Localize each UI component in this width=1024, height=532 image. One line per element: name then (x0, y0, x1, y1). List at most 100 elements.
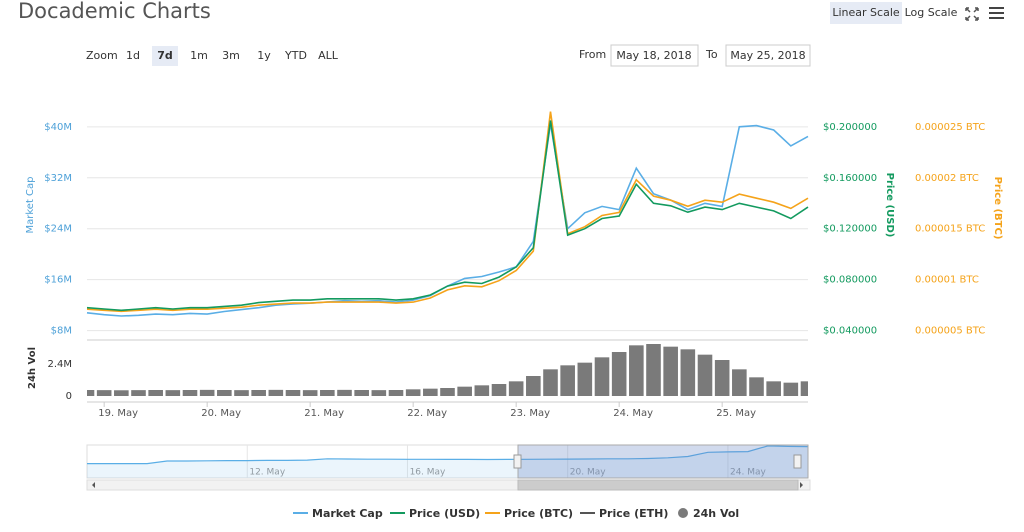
y-tick-label: $0.080000 (823, 275, 877, 286)
volume-bar (182, 390, 198, 396)
from-input[interactable] (610, 44, 699, 67)
y-axis-title: 24h Vol (27, 347, 38, 389)
x-tick-label: 21. May (304, 408, 344, 419)
volume-bar (697, 354, 713, 396)
zoom-button-active[interactable] (152, 46, 178, 66)
legend-label[interactable]: 24h Vol (693, 507, 739, 520)
navigator-bg (86, 444, 809, 479)
fullscreen-icon[interactable] (965, 7, 979, 21)
volume-bar (543, 369, 558, 396)
y-tick-label: 0 (66, 391, 72, 402)
volume-bar (594, 357, 610, 396)
volume-bar (457, 386, 472, 396)
volume-bar (388, 390, 404, 396)
volume-bar (440, 388, 455, 396)
scale-button[interactable]: Linear Scale (832, 6, 900, 19)
volume-bar (131, 390, 146, 396)
volume-bar (766, 381, 781, 396)
volume-bar (371, 390, 387, 396)
volume-bar (337, 389, 352, 396)
navigator-area (87, 445, 808, 478)
volume-bar (87, 390, 95, 396)
navigator-selection (517, 444, 809, 479)
legend-label[interactable]: Price (ETH) (599, 507, 668, 520)
y-tick-label: $16M (44, 275, 72, 286)
volume-bar (680, 349, 696, 396)
y3-axis-title: Price (BTC) (992, 177, 1003, 240)
volume-bar (732, 369, 747, 396)
y-tick-label: $0.200000 (823, 122, 877, 133)
y-tick-label: 2.4M (47, 359, 72, 370)
zoom-button[interactable]: ALL (318, 49, 339, 62)
zoom-button[interactable]: 3m (222, 49, 240, 62)
y-tick-label: $0.160000 (823, 173, 877, 184)
line-series (86, 123, 809, 317)
x-tick-label: 23. May (510, 408, 550, 419)
y2-axis-title: Price (USD) (884, 173, 895, 238)
volume-bar (749, 377, 764, 396)
volume-bar (629, 345, 644, 396)
legend-label[interactable]: Price (USD) (409, 507, 480, 520)
x-tick-label: 22. May (407, 408, 447, 419)
volume-bar (474, 385, 490, 396)
volume-bar (285, 390, 301, 396)
to-value[interactable]: May 25, 2018 (730, 49, 805, 62)
from-value[interactable]: May 18, 2018 (616, 49, 691, 62)
x-tick-label: 20. May (201, 408, 241, 419)
navigator-handle[interactable] (513, 454, 522, 469)
zoom-button[interactable]: 7d (157, 49, 173, 62)
zoom-button[interactable]: YTD (284, 49, 307, 62)
scrollbar (86, 479, 811, 491)
y-axis-title: Market Cap (25, 176, 36, 233)
volume-bar (491, 384, 507, 396)
menu-icon[interactable] (989, 7, 1004, 19)
legend-label[interactable]: Price (BTC) (504, 507, 573, 520)
volume-bar (800, 381, 808, 396)
scrollbar-thumb[interactable] (517, 479, 799, 491)
scale-button-bg[interactable] (830, 2, 902, 24)
volume-bar (234, 390, 249, 396)
y-tick-label: $40M (44, 122, 72, 133)
line-series (86, 111, 809, 313)
volume-bar (251, 390, 266, 396)
navigator-line (87, 445, 809, 465)
volume-bar (354, 390, 369, 396)
to-label: To (705, 48, 718, 61)
volume-bar (663, 346, 678, 396)
zoom-label: Zoom (86, 49, 118, 62)
volume-bar (646, 344, 661, 396)
volume-bar (268, 389, 284, 396)
zoom-button[interactable]: 1d (126, 49, 140, 62)
legend-symbol (678, 508, 688, 518)
to-input[interactable] (725, 44, 811, 67)
y-tick-label: 0.00002 BTC (915, 173, 979, 184)
x-tick-label: 19. May (98, 408, 138, 419)
navigator-label: 20. May (570, 468, 606, 478)
volume-bar (199, 389, 215, 396)
y-tick-label: $8M (51, 326, 72, 337)
volume-bar (783, 382, 799, 396)
navigator-handle[interactable] (793, 454, 802, 469)
volume-bar (217, 390, 232, 396)
volume-bar (148, 390, 163, 396)
navigator-label: 12. May (249, 468, 285, 478)
volume-bar (405, 389, 421, 396)
y-tick-label: 0.000025 BTC (915, 122, 985, 133)
volume-bar (508, 381, 524, 396)
volume-bar (714, 360, 730, 396)
scale-button[interactable]: Log Scale (905, 6, 958, 19)
x-tick-label: 24. May (613, 408, 653, 419)
volume-bar (560, 365, 575, 396)
volume-bar (96, 390, 112, 396)
zoom-button[interactable]: 1y (257, 49, 271, 62)
volume-bar (577, 362, 593, 396)
legend-label[interactable]: Market Cap (312, 507, 383, 520)
page-title: Docademic Charts (18, 0, 211, 23)
volume-bar (302, 390, 318, 396)
y-tick-label: $0.040000 (823, 326, 877, 337)
y-tick-label: $32M (44, 173, 72, 184)
y-tick-label: $0.120000 (823, 224, 877, 235)
x-tick-label: 25. May (716, 408, 756, 419)
zoom-button[interactable]: 1m (190, 49, 208, 62)
